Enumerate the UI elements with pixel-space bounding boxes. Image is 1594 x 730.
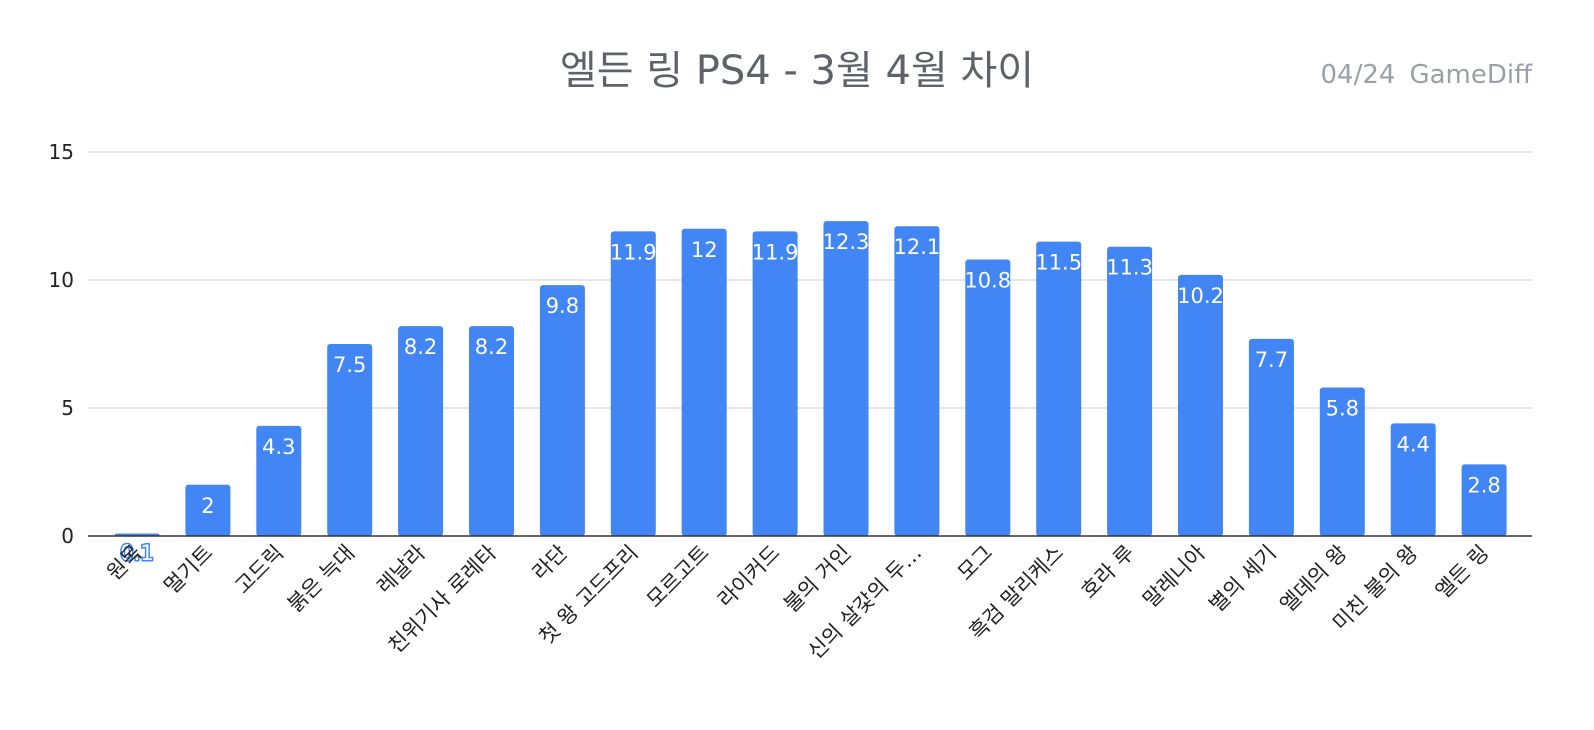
bar (610, 231, 656, 537)
chart-date: 04/24 (1320, 60, 1396, 90)
bar (752, 231, 798, 537)
x-tick-label: 호라 루 (1076, 541, 1139, 604)
bar (1178, 274, 1223, 536)
x-tick-label: 말레니아 (1138, 541, 1210, 613)
x-tick-label: 모르고트 (642, 541, 714, 613)
data-label: 8.2 (475, 335, 508, 359)
data-label: 8.2 (404, 335, 437, 359)
data-label: 4.4 (1396, 432, 1429, 456)
bar (823, 221, 869, 536)
x-tick-label: 고드릭 (230, 541, 288, 599)
data-label: 12 (691, 238, 718, 262)
x-tick-label: 붉은 늑대 (283, 541, 359, 617)
data-label: 12.3 (823, 230, 870, 254)
data-label: 10.2 (1177, 284, 1224, 308)
y-tick-label: 15 (49, 140, 74, 164)
x-tick-label: 모그 (953, 541, 997, 585)
data-label: 11.9 (610, 240, 657, 264)
x-tick-label: 멀기트 (159, 541, 217, 599)
data-label: 7.7 (1255, 348, 1288, 372)
bar (327, 344, 373, 536)
bar (681, 228, 727, 537)
data-label: 11.9 (752, 240, 799, 264)
bar (1248, 338, 1294, 536)
data-label: 2 (201, 494, 214, 518)
bar (256, 425, 302, 536)
bar (1036, 241, 1082, 536)
x-tick-label: 라이커드 (713, 541, 785, 613)
bar (185, 484, 231, 536)
data-label: 5.8 (1326, 397, 1359, 421)
bar (1319, 387, 1365, 536)
y-tick-label: 10 (49, 268, 74, 292)
bar (1390, 423, 1436, 536)
chart-title: 엘든 링 PS4 - 3월 4월 차이 (559, 48, 1035, 94)
data-label: 9.8 (546, 294, 579, 318)
x-tick-label: 레날라 (372, 541, 430, 599)
data-label: 12.1 (894, 235, 941, 259)
bar (469, 326, 514, 536)
data-label: 4.3 (262, 435, 295, 459)
x-tick-label: 별의 세기 (1205, 541, 1281, 617)
chart-source: GameDiff (1409, 60, 1532, 90)
data-label: 7.5 (333, 353, 366, 377)
bar (539, 285, 585, 536)
x-tick-label: 엘든 링 (1431, 541, 1494, 604)
y-tick-label: 5 (61, 396, 74, 420)
data-label: 0.1 (120, 541, 153, 565)
chart-credit: 04/24 GameDiff (1307, 60, 1533, 90)
x-tick-label: 라단 (528, 541, 572, 585)
bar (965, 259, 1011, 536)
bar (398, 326, 444, 536)
data-label: 11.3 (1106, 256, 1153, 280)
data-label: 10.8 (964, 269, 1011, 293)
bar (1107, 246, 1153, 536)
bar (1461, 464, 1507, 536)
data-label: 11.5 (1035, 251, 1082, 275)
data-label: 2.8 (1467, 473, 1500, 497)
y-tick-label: 0 (61, 524, 74, 548)
bar (894, 226, 940, 537)
